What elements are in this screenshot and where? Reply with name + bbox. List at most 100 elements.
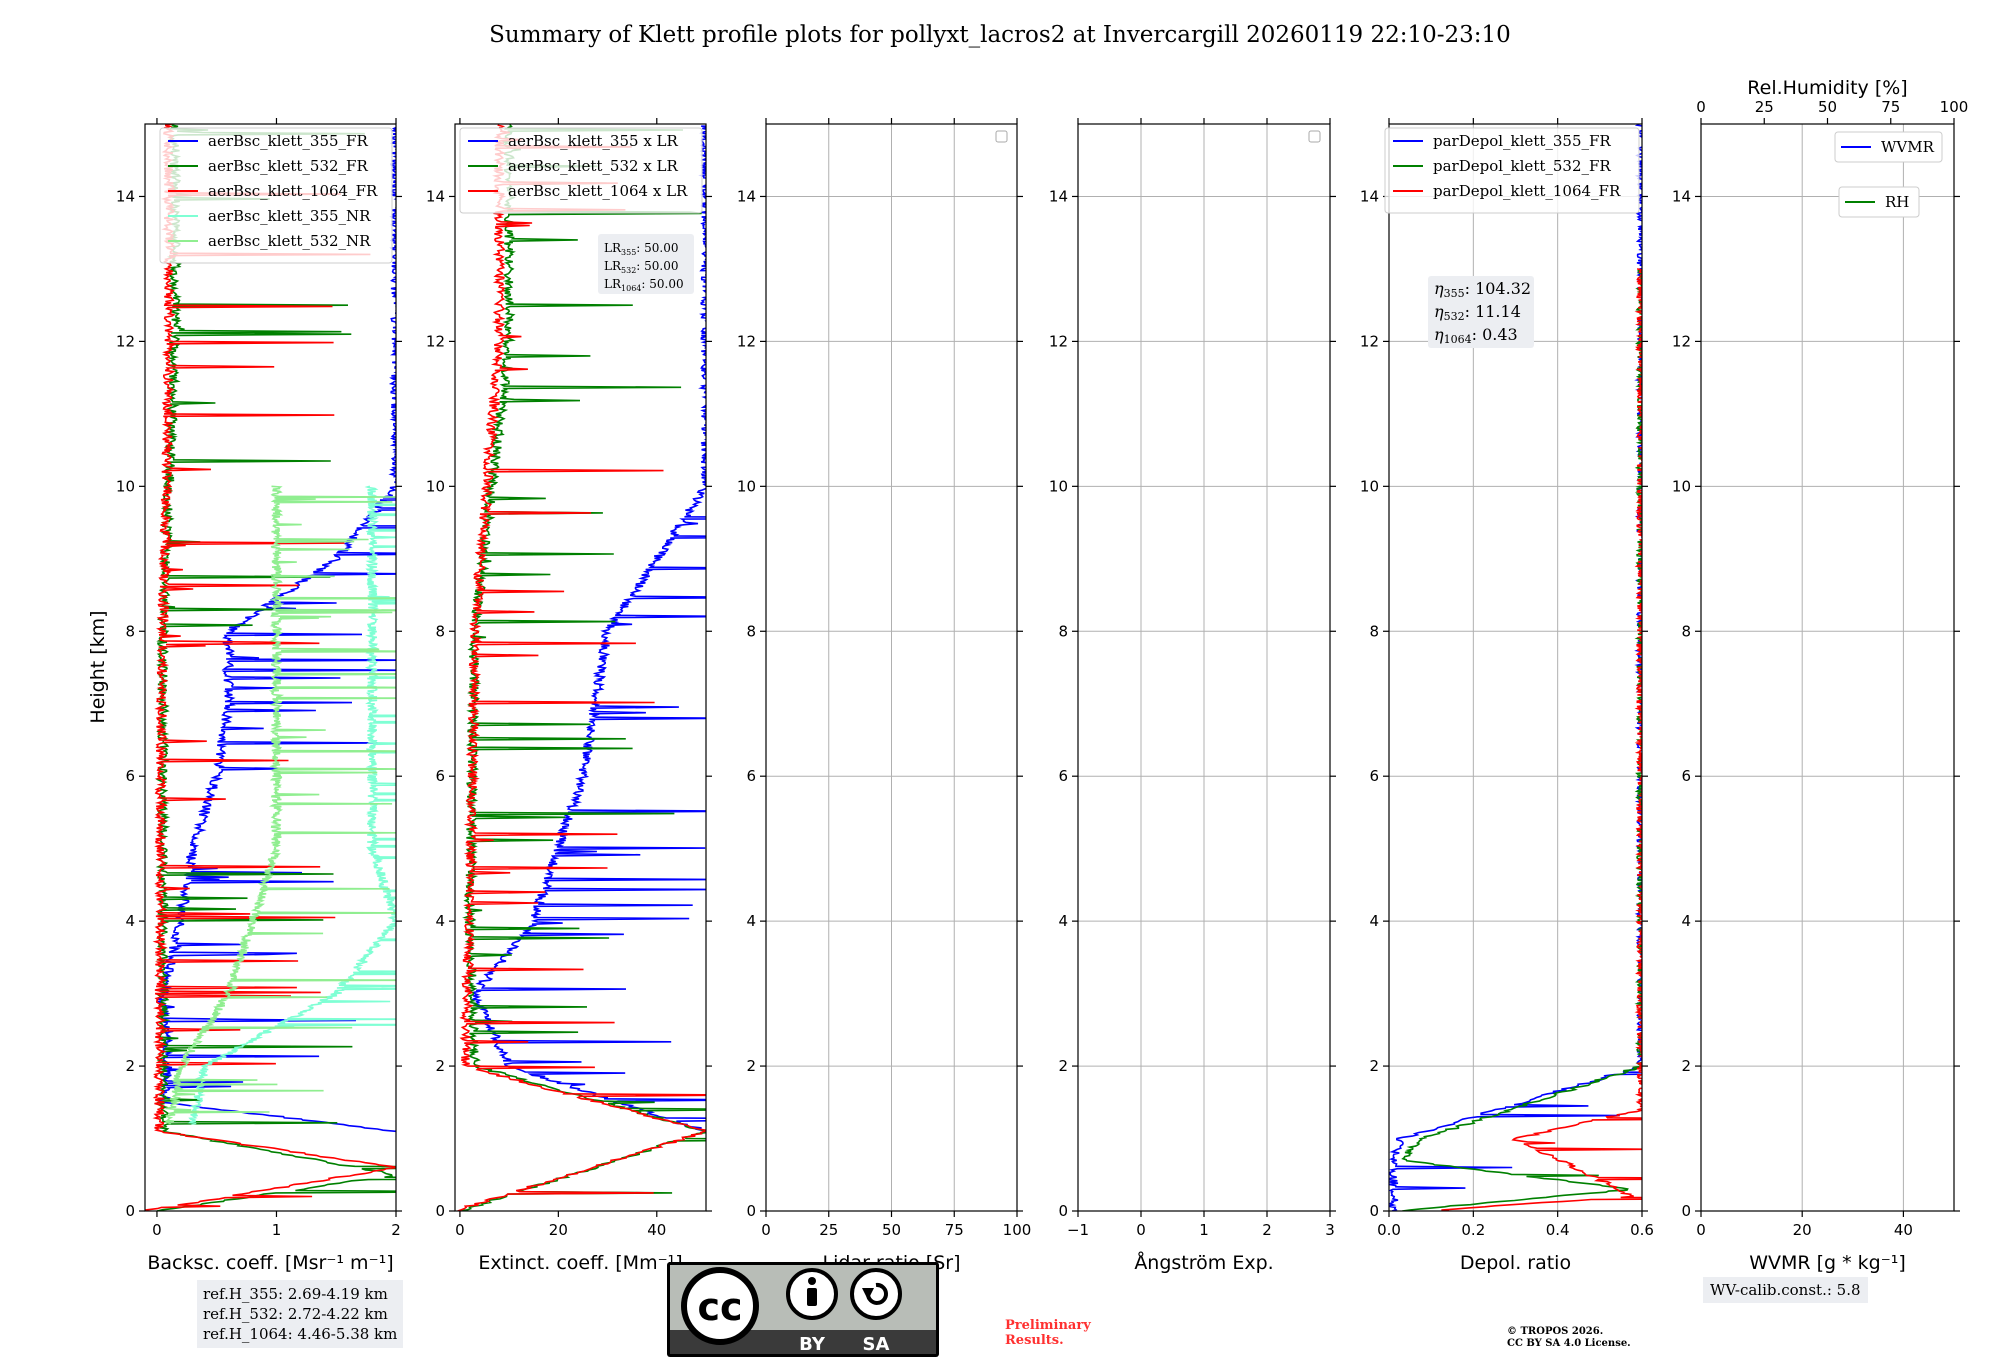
y-tick-label: 0: [435, 1202, 445, 1220]
x-tick-label: 3: [1325, 1221, 1335, 1239]
preliminary-line-2: Results.: [1005, 1333, 1064, 1348]
top-x-tick-label: 75: [1881, 98, 1900, 116]
legend-label: WVMR: [1881, 138, 1935, 156]
x-tick-label: 1: [1199, 1221, 1209, 1239]
x-tick-label: 20: [549, 1221, 568, 1239]
legend-label: aerBsc_klett_532_FR: [208, 157, 368, 175]
y-tick-label: 2: [1058, 1057, 1068, 1075]
ref-height-1064: ref.H_1064: 4.46-5.38 km: [203, 1325, 398, 1343]
legend-box: [159, 127, 393, 264]
preliminary-note: Preliminary Results.: [1005, 1318, 1091, 1348]
y-tick-label: 10: [1360, 477, 1379, 495]
y-tick-label: 10: [1049, 477, 1068, 495]
y-tick-label: 8: [1369, 622, 1379, 640]
y-tick-label: 8: [125, 622, 135, 640]
legend-label: aerBsc_klett_1064 x LR: [508, 182, 688, 200]
series-line-aerBsc_klett_355_FR: [155, 124, 396, 1133]
y-tick-label: 8: [1058, 622, 1068, 640]
y-tick-label: 10: [737, 477, 756, 495]
y-tick-label: 2: [1369, 1057, 1379, 1075]
y-tick-label: 2: [125, 1057, 135, 1075]
y-tick-label: 4: [1681, 912, 1691, 930]
x-tick-label: 0: [1136, 1221, 1146, 1239]
top-x-tick-label: 25: [1755, 98, 1774, 116]
x-tick-label: 0: [1696, 1221, 1706, 1239]
x-tick-label: 100: [1003, 1221, 1032, 1239]
x-axis-label: Ångström Exp.: [1134, 1251, 1273, 1274]
y-tick-label: 14: [426, 187, 445, 205]
preliminary-line-1: Preliminary: [1005, 1318, 1091, 1333]
y-tick-label: 4: [1058, 912, 1068, 930]
y-tick-label: 6: [1058, 767, 1068, 785]
x-tick-label: 0.0: [1377, 1221, 1401, 1239]
series-line-aerBsc_klett_532_NR: [164, 485, 396, 1125]
y-tick-label: 0: [125, 1202, 135, 1220]
copyright-line-2: CC BY SA 4.0 License.: [1507, 1338, 1631, 1349]
panel-extinction: aerBsc_klett_355 x LR aerBsc_klett_532 x …: [449, 118, 712, 1217]
series-line-aerBsc_klett_532_FR: [155, 124, 396, 1211]
legend-label: aerBsc_klett_355_FR: [208, 132, 368, 150]
eta-text: η1064: 0.43: [1434, 325, 1518, 346]
lidar-ratio-text: LR1064: 50.00: [604, 277, 684, 293]
y-tick-label: 10: [426, 477, 445, 495]
y-tick-label: 4: [1369, 912, 1379, 930]
panel-lidar-ratio: [760, 118, 1023, 1217]
copyright-line-1: © TROPOS 2026.: [1507, 1326, 1604, 1337]
reference-heights-box: ref.H_355: 2.69-4.19 km ref.H_532: 2.72-…: [197, 1280, 404, 1348]
panel-angstrom: [1072, 118, 1336, 1217]
eta-text: η532: 11.14: [1434, 302, 1521, 323]
series-group: [145, 124, 396, 1211]
y-tick-label: 6: [746, 767, 756, 785]
x-tick-label: 0.4: [1546, 1221, 1570, 1239]
y-tick-label: 14: [737, 187, 756, 205]
x-tick-label: 2: [391, 1221, 401, 1239]
cc-icon: [681, 1267, 759, 1345]
empty-legend-marker: [1308, 130, 1321, 143]
y-tick-label: 12: [1360, 332, 1379, 350]
axes-frame: [454, 123, 707, 1212]
x-axis-label: WVMR [g * kg⁻¹]: [1749, 1252, 1906, 1274]
y-tick-label: 14: [116, 187, 135, 205]
license-badge: cc BY SA: [667, 1262, 939, 1357]
y-tick-label: 6: [125, 767, 135, 785]
legend-label: RH: [1885, 193, 1909, 211]
wv-calib-box: WV-calib.const.: 5.8: [1703, 1277, 1868, 1303]
y-tick-label: 12: [426, 332, 445, 350]
y-tick-label: 0: [1369, 1202, 1379, 1220]
series-line-parDepol_klett_1064_FR: [1441, 268, 1642, 1211]
top-x-tick-label: 50: [1818, 98, 1837, 116]
lidar-ratio-text: LR355: 50.00: [604, 241, 679, 257]
figure-title: Summary of Klett profile plots for polly…: [489, 22, 1511, 48]
y-tick-label: 4: [746, 912, 756, 930]
copyright-note: © TROPOS 2026. CC BY SA 4.0 License.: [1507, 1326, 1631, 1350]
sa-arrowhead: [862, 1288, 874, 1300]
panel-depol: parDepol_klett_355_FR parDepol_klett_532_…: [1383, 118, 1648, 1217]
sa-arrow: [866, 1282, 888, 1305]
y-tick-label: 12: [1672, 332, 1691, 350]
x-tick-label: 40: [647, 1221, 666, 1239]
y-tick-label: 12: [1049, 332, 1068, 350]
legend-label: aerBsc_klett_532_NR: [208, 232, 371, 250]
y-tick-label: 0: [1058, 1202, 1068, 1220]
x-tick-label: 75: [945, 1221, 964, 1239]
axes-frame: [144, 123, 397, 1212]
x-tick-label: 0: [455, 1221, 465, 1239]
sa-icon: [850, 1268, 902, 1320]
x-tick-label: 2: [1262, 1221, 1272, 1239]
y-tick-label: 10: [1672, 477, 1691, 495]
lidar-ratio-text: LR532: 50.00: [604, 259, 679, 275]
y-tick-label: 8: [435, 622, 445, 640]
legend-label: aerBsc_klett_355 x LR: [508, 132, 679, 150]
ref-height-532: ref.H_532: 2.72-4.22 km: [203, 1305, 388, 1323]
x-tick-label: 0: [761, 1221, 771, 1239]
x-tick-label: 50: [882, 1221, 901, 1239]
legend-label: aerBsc_klett_355_NR: [208, 207, 371, 225]
eta-text: η355: 104.32: [1434, 279, 1531, 300]
top-x-tick-label: 0: [1696, 98, 1706, 116]
y-tick-label: 8: [746, 622, 756, 640]
panel-wvmr: WVMR RH: [1695, 118, 1960, 1217]
axes-frame: [1388, 123, 1643, 1212]
y-tick-label: 12: [116, 332, 135, 350]
series-line-parDepol_klett_355_FR: [1389, 124, 1642, 1211]
y-tick-label: 14: [1360, 187, 1379, 205]
